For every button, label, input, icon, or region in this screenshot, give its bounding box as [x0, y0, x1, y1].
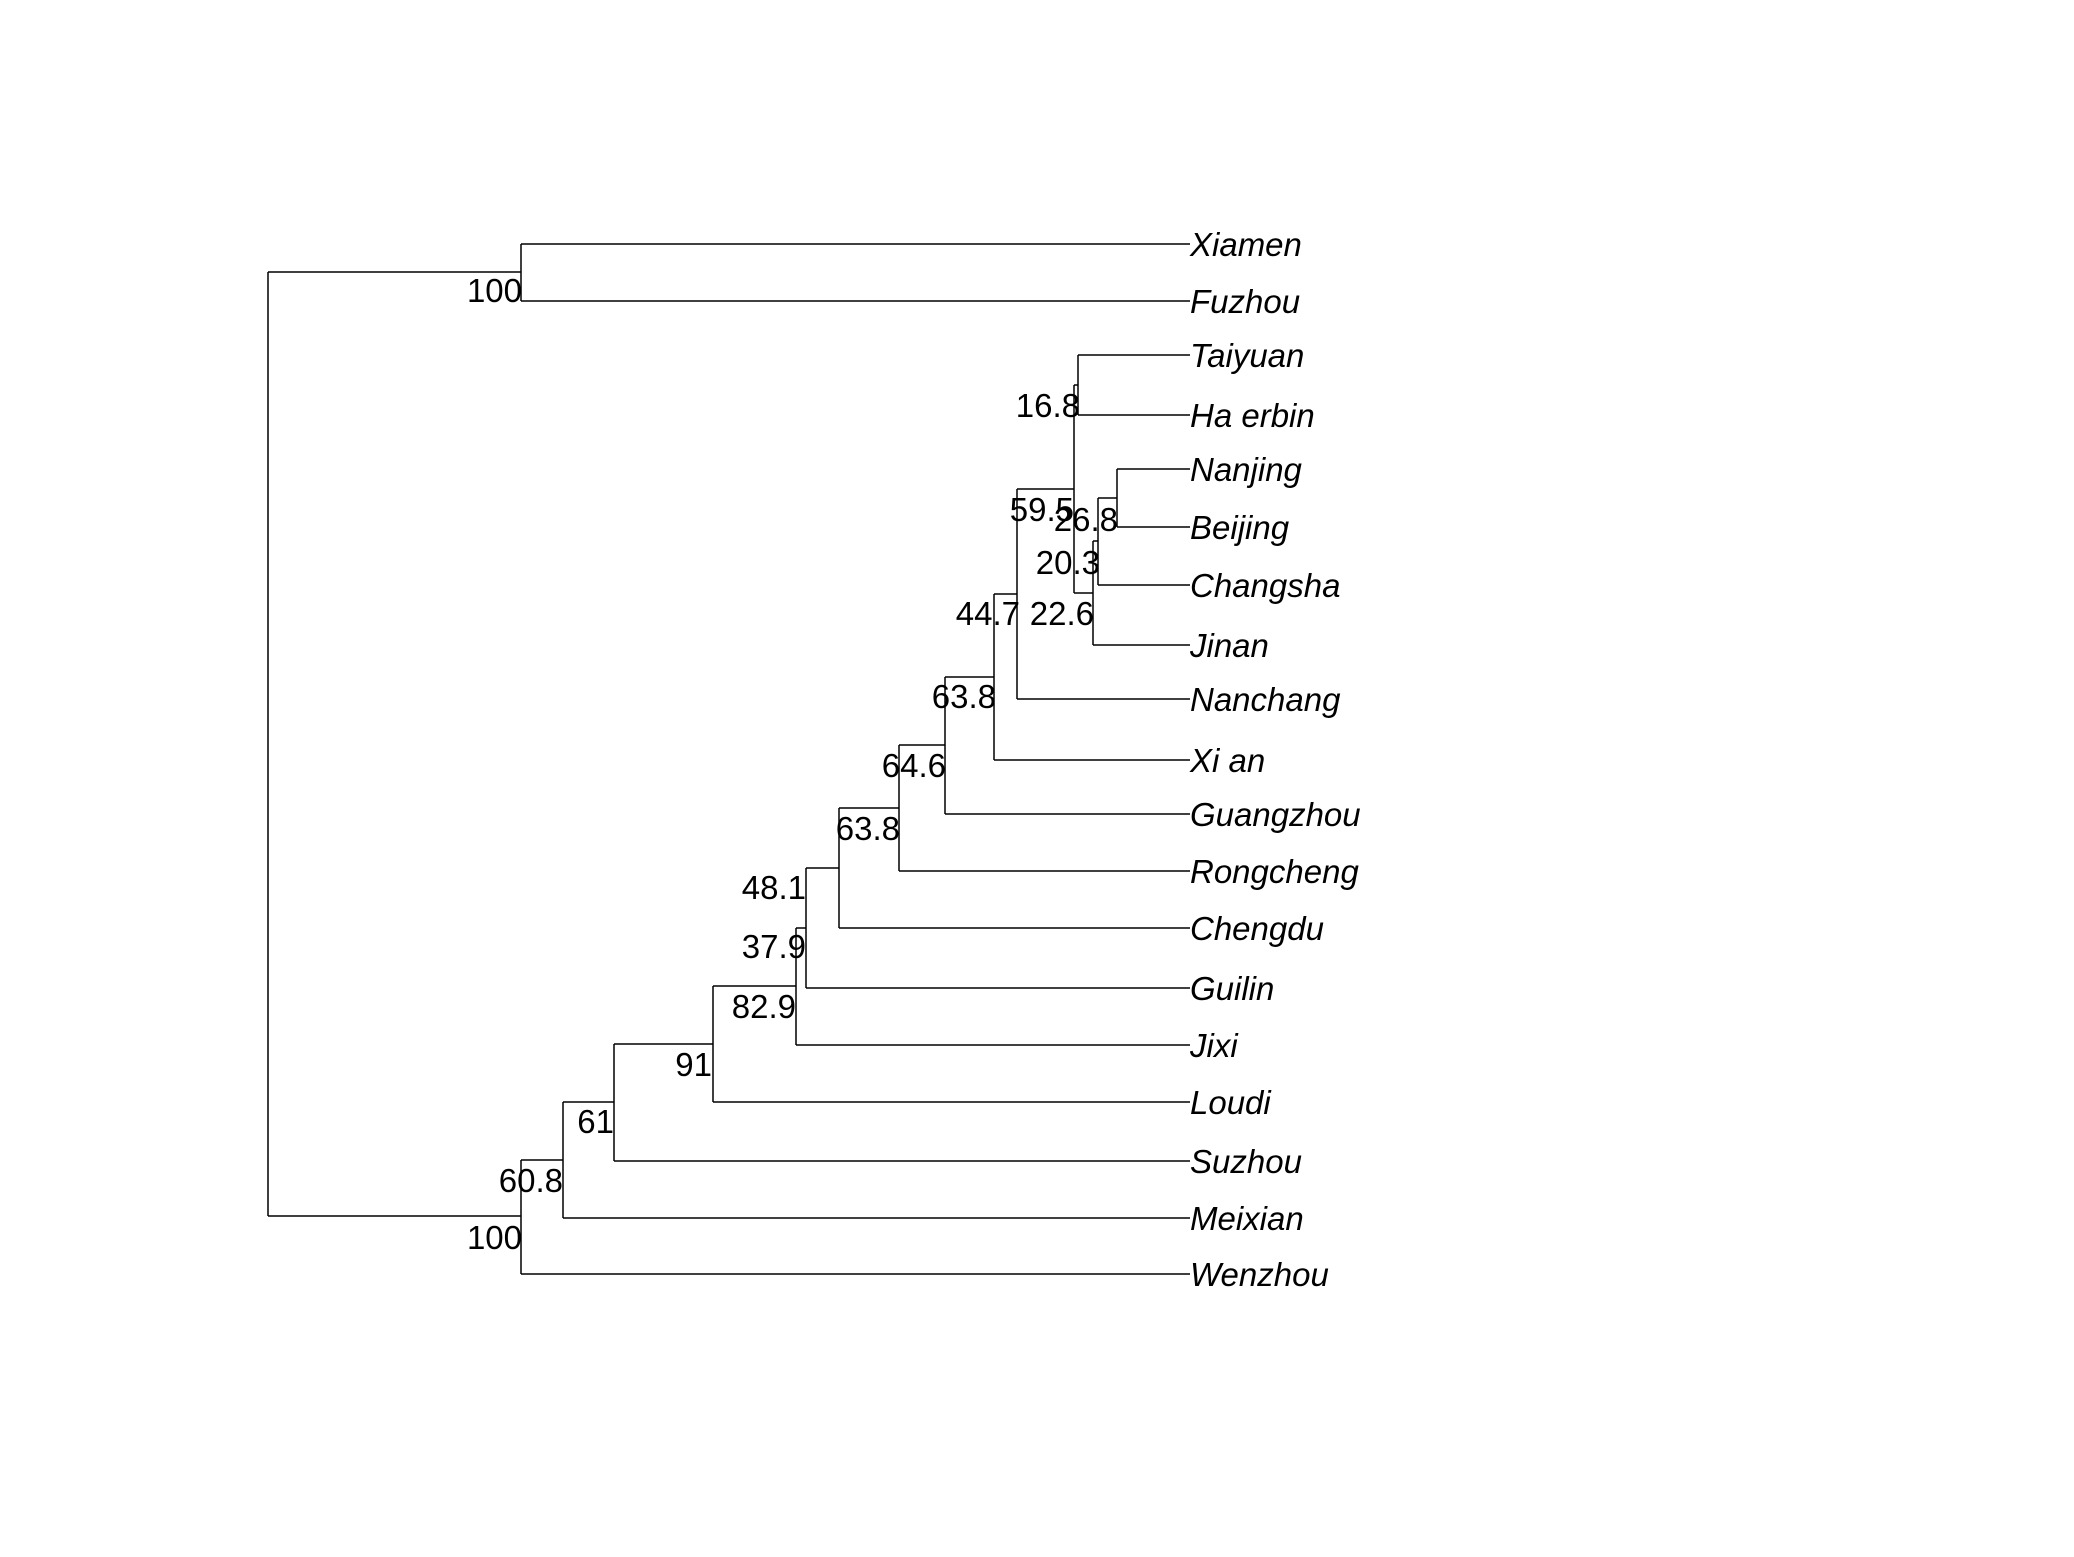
support-label-rongcheng-clade: 63.8 [836, 810, 900, 847]
tip-label-xiamen: Xiamen [1189, 226, 1302, 263]
support-label-jixi-clade: 82.9 [732, 988, 796, 1025]
tip-labels: Xiamen Fuzhou Taiyuan Ha erbin Nanjing B… [1189, 226, 1361, 1293]
tip-label-nanjing: Nanjing [1190, 451, 1303, 488]
support-label-guangzhou-clade: 64.6 [882, 747, 946, 784]
tip-label-fuzhou: Fuzhou [1190, 283, 1300, 320]
support-label-wenzhou-clade: 100 [467, 1219, 522, 1256]
support-label-loudi-clade: 91 [675, 1046, 712, 1083]
support-labels: 100 16.8 59.5 26.8 20.3 44.7 22.6 63.8 6… [467, 272, 1118, 1256]
support-label-changsha-clade: 20.3 [1036, 544, 1100, 581]
tip-label-meixian: Meixian [1190, 1200, 1304, 1237]
tip-label-beijing: Beijing [1190, 509, 1290, 546]
tip-label-nanchang: Nanchang [1190, 681, 1341, 718]
tip-label-jixi: Jixi [1189, 1027, 1239, 1064]
support-label-nanjing-beijing: 26.8 [1054, 501, 1118, 538]
support-label-nanchang-clade: 44.7 [956, 595, 1020, 632]
tip-label-ha-erbin: Ha erbin [1190, 397, 1315, 434]
support-label-suzhou-clade: 61 [577, 1103, 614, 1140]
tip-label-suzhou: Suzhou [1190, 1143, 1302, 1180]
tip-label-xi-an: Xi an [1189, 742, 1265, 779]
tip-label-guangzhou: Guangzhou [1190, 796, 1361, 833]
tip-label-jinan: Jinan [1189, 627, 1269, 664]
support-label-guilin-clade: 37.9 [742, 928, 806, 965]
tip-label-loudi: Loudi [1190, 1084, 1272, 1121]
tip-label-wenzhou: Wenzhou [1190, 1256, 1329, 1293]
tip-label-chengdu: Chengdu [1190, 910, 1324, 947]
tip-label-changsha: Changsha [1190, 567, 1340, 604]
tip-label-rongcheng: Rongcheng [1190, 853, 1359, 890]
support-label-taiyuan-haerbin: 16.8 [1016, 387, 1080, 424]
support-label-chengdu-clade: 48.1 [742, 869, 806, 906]
support-label-jinan-clade: 22.6 [1030, 595, 1094, 632]
tip-label-taiyuan: Taiyuan [1190, 337, 1304, 374]
tree-branches [267, 243, 1190, 1275]
support-label-meixian-clade: 60.8 [499, 1162, 563, 1199]
support-label-59-5: 59.5 [1010, 491, 1074, 528]
support-label-xiamen-fuzhou: 100 [467, 272, 522, 309]
support-label-xian-clade: 63.8 [932, 678, 996, 715]
tip-label-guilin: Guilin [1190, 970, 1274, 1007]
